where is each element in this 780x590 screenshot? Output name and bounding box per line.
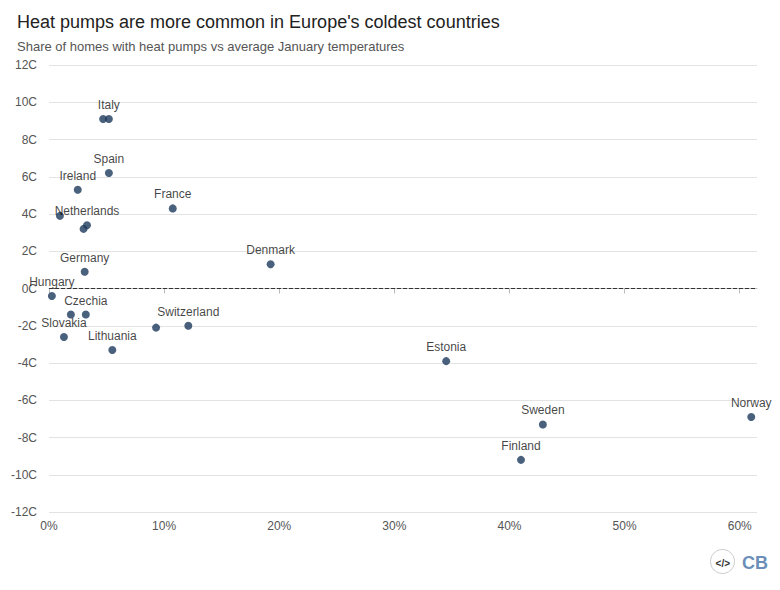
- svg-text:Slovakia: Slovakia: [41, 316, 87, 330]
- svg-text:Lithuania: Lithuania: [88, 329, 137, 343]
- svg-text:Italy: Italy: [98, 98, 120, 112]
- svg-text:Norway: Norway: [731, 396, 772, 410]
- svg-text:Heat pumps are more common in: Heat pumps are more common in Europe's c…: [17, 12, 500, 32]
- svg-text:30%: 30%: [382, 519, 406, 533]
- svg-text:-10C: -10C: [11, 468, 37, 482]
- svg-text:10%: 10%: [152, 519, 176, 533]
- svg-text:Hungary: Hungary: [29, 275, 74, 289]
- svg-text:Estonia: Estonia: [426, 340, 466, 354]
- svg-text:-2C: -2C: [18, 319, 38, 333]
- svg-text:10C: 10C: [15, 95, 37, 109]
- svg-text:Ireland: Ireland: [59, 169, 96, 183]
- svg-text:Spain: Spain: [94, 152, 125, 166]
- svg-text:40%: 40%: [497, 519, 521, 533]
- svg-text:12C: 12C: [15, 58, 37, 72]
- svg-text:0%: 0%: [40, 519, 58, 533]
- svg-text:Finland: Finland: [501, 439, 540, 453]
- svg-text:Sweden: Sweden: [521, 403, 564, 417]
- svg-text:2C: 2C: [22, 244, 38, 258]
- svg-text:-4C: -4C: [18, 356, 38, 370]
- svg-text:-6C: -6C: [18, 393, 38, 407]
- svg-text:6C: 6C: [22, 170, 38, 184]
- svg-text:Germany: Germany: [60, 251, 109, 265]
- svg-text:4C: 4C: [22, 207, 38, 221]
- svg-text:Share of homes with heat pumps: Share of homes with heat pumps vs averag…: [17, 39, 405, 54]
- svg-text:8C: 8C: [22, 133, 38, 147]
- svg-text:France: France: [154, 187, 192, 201]
- svg-text:Netherlands: Netherlands: [55, 204, 120, 218]
- svg-text:Denmark: Denmark: [246, 243, 296, 257]
- svg-text:</>: </>: [716, 558, 731, 569]
- svg-text:60%: 60%: [728, 519, 752, 533]
- svg-text:Czechia: Czechia: [64, 294, 108, 308]
- svg-text:20%: 20%: [267, 519, 291, 533]
- svg-text:-8C: -8C: [18, 431, 38, 445]
- svg-text:CB: CB: [742, 553, 768, 573]
- svg-text:Switzerland: Switzerland: [157, 305, 219, 319]
- svg-text:50%: 50%: [613, 519, 637, 533]
- svg-text:-12C: -12C: [11, 505, 37, 519]
